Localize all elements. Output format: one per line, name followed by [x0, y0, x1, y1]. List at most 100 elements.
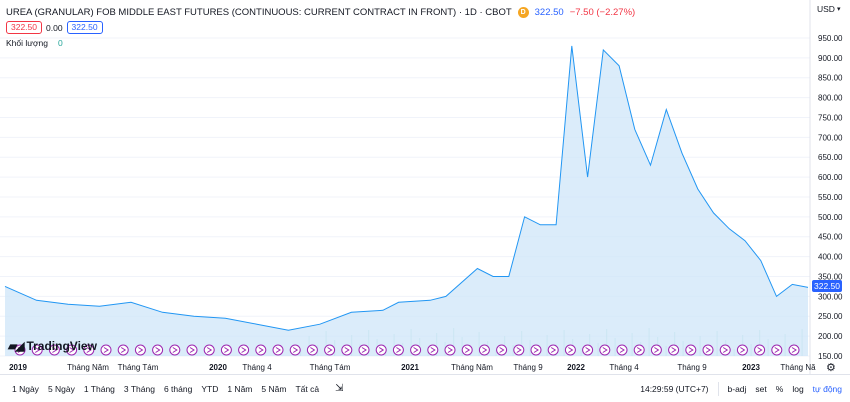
range-button[interactable]: YTD: [201, 383, 219, 394]
event-marker-icon: [117, 344, 129, 356]
event-marker-icon: [478, 344, 490, 356]
event-marker-icon: [513, 344, 525, 356]
bottom-right-controls: 14:29:59 (UTC+7) b-adj set % log tự động: [640, 375, 842, 402]
event-marker-icon: [788, 344, 800, 356]
price-tick-label: 350.00: [818, 272, 843, 281]
sell-price-button[interactable]: 322.50: [6, 21, 42, 34]
divider: [717, 382, 719, 396]
event-marker-icon: [220, 344, 232, 356]
event-marker-icon: [496, 344, 508, 356]
volume-legend[interactable]: Khối lượng 0: [6, 38, 63, 48]
time-tick-label: Tháng Năm: [451, 363, 493, 372]
price-axis: 950.00 900.00 850.00 800.00 750.00 700.00 650.…: [818, 34, 843, 361]
price-tick-label: 700.00: [818, 133, 843, 142]
range-button[interactable]: 5 Ngày: [47, 383, 75, 394]
delayed-data-badge[interactable]: D: [517, 6, 529, 18]
event-marker-icon: [582, 344, 594, 356]
event-marker-icon: [289, 344, 301, 356]
event-marker-icon: [66, 344, 78, 356]
spread-value: 0.00: [46, 22, 63, 33]
price-tick-label: 500.00: [818, 213, 843, 222]
clock-timezone[interactable]: 14:29:59 (UTC+7): [640, 384, 709, 394]
range-button[interactable]: 1 Ngày: [12, 383, 39, 394]
event-marker-icon: [702, 344, 714, 356]
tradingview-icon: ▰◢: [8, 339, 25, 353]
event-marker-icon: [324, 344, 336, 356]
event-marker-icon: [48, 344, 60, 356]
adjust-button[interactable]: b-adj: [727, 384, 747, 394]
price-tick-label: 550.00: [818, 193, 843, 202]
time-tick-label: Tháng Nă: [780, 363, 816, 372]
event-marker-icon: [754, 344, 766, 356]
price-tick-label: 950.00: [818, 34, 843, 43]
event-marker-icon: [633, 344, 645, 356]
event-marker-icon: [771, 344, 783, 356]
event-marker-icon: [83, 344, 95, 356]
event-marker-icon: [169, 344, 181, 356]
event-marker-icon: [272, 344, 284, 356]
price-chart[interactable]: 950.00 900.00 850.00 800.00 750.00 700.00 650.…: [0, 0, 850, 374]
symbol-title[interactable]: UREA (GRANULAR) FOB MIDDLE EAST FUTURES …: [6, 6, 512, 18]
event-marker-icon: [152, 344, 164, 356]
chevron-down-icon: ▾: [836, 6, 841, 13]
range-button[interactable]: 1 Tháng: [83, 383, 115, 394]
tradingview-logo-text: TradingView: [26, 339, 97, 353]
price-tick-label: 800.00: [818, 94, 843, 103]
event-marker-icon: [719, 344, 731, 356]
time-tick-label: 2020: [209, 363, 227, 372]
price-line: [4, 45, 809, 331]
range-button[interactable]: 5 Năm: [261, 383, 287, 394]
price-tick-label: 300.00: [818, 292, 843, 301]
range-button[interactable]: 6 tháng: [163, 383, 193, 394]
price-tick-label: 750.00: [818, 113, 843, 122]
percent-scale-button[interactable]: %: [775, 384, 784, 394]
range-button[interactable]: 1 Năm: [227, 383, 253, 394]
price-tick-label: 850.00: [818, 74, 843, 83]
price-change: −7.50 (−2.27%): [569, 6, 636, 18]
time-tick-label: Tháng Tám: [118, 363, 159, 372]
time-axis: 2019 Tháng Năm Tháng Tám 2020 Tháng 4 Tháng T…: [9, 363, 816, 372]
event-marker-icon: [461, 344, 473, 356]
currency-selector[interactable]: USD ▾: [817, 4, 840, 14]
event-marker-icon: [616, 344, 628, 356]
event-marker-icon: [530, 344, 542, 356]
event-marker-icon: [341, 344, 353, 356]
bottom-toolbar: 1 Ngày 5 Ngày 1 Tháng 3 Tháng 6 tháng YTD 1 Nă…: [0, 374, 850, 402]
time-tick-label: 2021: [401, 363, 419, 372]
event-marker-icon: [685, 344, 697, 356]
settings-gear-icon: ⚙: [826, 361, 836, 374]
buy-price-button[interactable]: 322.50: [66, 21, 103, 34]
event-marker-icon: [134, 344, 146, 356]
event-marker-icon: [564, 344, 576, 356]
event-marker-icon: [255, 344, 267, 356]
current-price: 322.50: [534, 6, 564, 18]
event-marker-icon: [203, 344, 215, 356]
range-button[interactable]: Tất cả: [295, 383, 320, 394]
auto-scale-button[interactable]: tự động: [812, 384, 842, 394]
volume-label: Khối lượng: [6, 38, 48, 48]
chart-header: UREA (GRANULAR) FOB MIDDLE EAST FUTURES …: [6, 5, 635, 19]
event-marker-icon: [599, 344, 611, 356]
time-tick-label: Tháng Tám: [310, 363, 351, 372]
price-tick-label: 650.00: [818, 153, 843, 162]
date-range-calendar-icon[interactable]: ⇲: [335, 383, 344, 394]
event-marker-icon: [668, 344, 680, 356]
volume-value: 0: [57, 38, 63, 48]
currency-label: USD: [817, 4, 835, 14]
event-marker-icon: [427, 344, 439, 356]
tradingview-logo[interactable]: ▰◢ TradingView: [8, 339, 97, 353]
price-tick-label: 400.00: [818, 253, 843, 262]
event-marker-icon: [444, 344, 456, 356]
time-tick-label: Tháng Năm: [67, 363, 109, 372]
current-price-tag: 322.50: [812, 280, 842, 292]
log-scale-button[interactable]: log: [792, 384, 804, 394]
time-tick-label: Tháng 4: [242, 363, 272, 372]
price-tick-label: 250.00: [818, 312, 843, 321]
time-tick-label: 2023: [742, 363, 760, 372]
price-area-fill: [5, 45, 808, 357]
event-marker-icon: [238, 344, 250, 356]
event-marker-icon: [650, 344, 662, 356]
range-button[interactable]: 3 Tháng: [123, 383, 155, 394]
session-button[interactable]: set: [755, 384, 767, 394]
price-tick-label: 600.00: [818, 173, 843, 182]
